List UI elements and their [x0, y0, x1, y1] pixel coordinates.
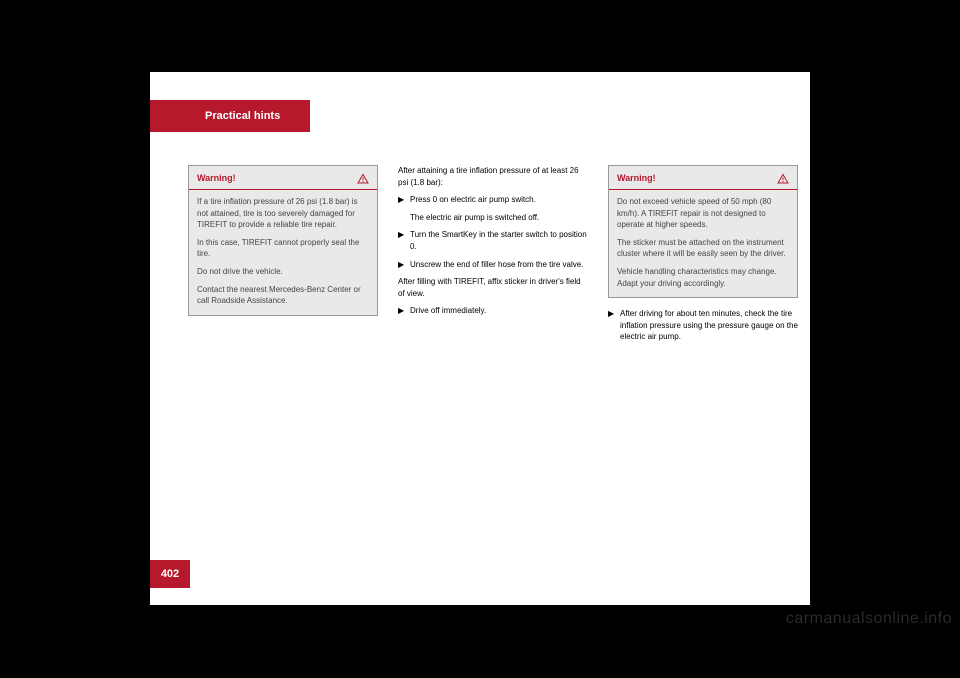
- warning-text: Do not drive the vehicle.: [197, 266, 369, 278]
- content-columns: Warning! If a tire inflation pressure of…: [188, 165, 798, 349]
- section-tab-label: Practical hints: [205, 110, 280, 122]
- warning-text: In this case, TIREFIT cannot properly se…: [197, 237, 369, 260]
- watermark-text: carmanualsonline.info: [786, 610, 952, 628]
- step-item: ▶ Drive off immediately.: [398, 305, 588, 317]
- column-1: Warning! If a tire inflation pressure of…: [188, 165, 378, 349]
- step-text: Drive off immediately.: [410, 305, 486, 317]
- warning-box-1: Warning! If a tire inflation pressure of…: [188, 165, 378, 316]
- warning-body: If a tire inflation pressure of 26 psi (…: [189, 190, 377, 315]
- step-text: Unscrew the end of filler hose from the …: [410, 259, 583, 271]
- step-item: ▶ After driving for about ten minutes, c…: [608, 308, 798, 343]
- step-item: ▶ Press 0 on electric air pump switch.: [398, 194, 588, 206]
- warning-box-2: Warning! Do not exceed vehicle speed of …: [608, 165, 798, 298]
- warning-title: Warning!: [617, 172, 656, 185]
- warning-triangle-icon: [777, 173, 789, 185]
- bullet-icon: ▶: [608, 308, 620, 343]
- bullet-icon: ▶: [398, 229, 410, 252]
- warning-header: Warning!: [609, 166, 797, 190]
- warning-text: Vehicle handling characteristics may cha…: [617, 266, 789, 289]
- step-text: Turn the SmartKey in the starter switch …: [410, 229, 588, 252]
- warning-text: Do not exceed vehicle speed of 50 mph (8…: [617, 196, 789, 231]
- body-text: After filling with TIREFIT, affix sticke…: [398, 276, 588, 299]
- step-text: Press 0 on electric air pump switch.: [410, 194, 536, 206]
- step-item: ▶ Turn the SmartKey in the starter switc…: [398, 229, 588, 252]
- bullet-icon: ▶: [398, 305, 410, 317]
- bullet-icon: ▶: [398, 259, 410, 271]
- column-3: Warning! Do not exceed vehicle speed of …: [608, 165, 798, 349]
- warning-header: Warning!: [189, 166, 377, 190]
- step-text: After driving for about ten minutes, che…: [620, 308, 798, 343]
- warning-title: Warning!: [197, 172, 236, 185]
- warning-body: Do not exceed vehicle speed of 50 mph (8…: [609, 190, 797, 297]
- warning-text: If a tire inflation pressure of 26 psi (…: [197, 196, 369, 231]
- section-tab: Practical hints: [150, 100, 310, 132]
- body-text: After attaining a tire inflation pressur…: [398, 165, 588, 188]
- warning-triangle-icon: [357, 173, 369, 185]
- bullet-icon: ▶: [398, 194, 410, 206]
- warning-text: The sticker must be attached on the inst…: [617, 237, 789, 260]
- step-item: ▶ Unscrew the end of filler hose from th…: [398, 259, 588, 271]
- page-number-badge: 402: [150, 560, 190, 588]
- column-2: After attaining a tire inflation pressur…: [398, 165, 588, 349]
- page-number: 402: [161, 568, 179, 580]
- body-text: The electric air pump is switched off.: [398, 212, 588, 224]
- warning-text: Contact the nearest Mercedes-Benz Center…: [197, 284, 369, 307]
